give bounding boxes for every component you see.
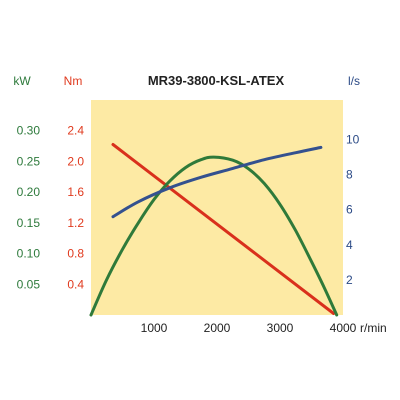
x-tick-label: 4000 <box>330 321 357 335</box>
x-tick-label: 2000 <box>204 321 231 335</box>
power-tick-label: 0.25 <box>17 154 41 168</box>
series-layer <box>89 143 339 317</box>
torque-tick-label: 0.4 <box>67 277 84 291</box>
flow-tick-label: 8 <box>346 168 353 182</box>
chart-title: MR39-3800-KSL-ATEX <box>148 73 285 88</box>
x-axis-unit: r/min <box>360 321 387 335</box>
power-tick-label: 0.10 <box>17 247 41 261</box>
flow-tick-label: 4 <box>346 238 353 252</box>
power-tick-label: 0.30 <box>17 124 41 138</box>
torque-tick-label: 2.0 <box>67 154 84 168</box>
x-tick-label: 1000 <box>141 321 168 335</box>
torque-curve <box>111 143 336 315</box>
power-axis-unit: kW <box>13 74 31 88</box>
torque-tick-label: 0.8 <box>67 247 84 261</box>
power-tick-label: 0.20 <box>17 185 41 199</box>
torque-axis-unit: Nm <box>64 74 83 88</box>
flow-tick-label: 6 <box>346 203 353 217</box>
flow-curve <box>111 145 323 219</box>
axis-labels: 1000 2000 3000 4000 r/min kW 0.05 0.10 0.15 0.20 0… <box>13 74 386 335</box>
torque-tick-label: 2.4 <box>67 124 84 138</box>
torque-tick-label: 1.2 <box>67 216 84 230</box>
plot-area <box>91 100 343 315</box>
flow-tick-label: 10 <box>346 132 360 146</box>
power-tick-label: 0.05 <box>17 277 41 291</box>
flow-axis-unit: l/s <box>348 74 360 88</box>
x-tick-label: 3000 <box>267 321 294 335</box>
power-curve <box>89 155 339 317</box>
flow-tick-label: 2 <box>346 273 353 287</box>
power-tick-label: 0.15 <box>17 216 41 230</box>
torque-tick-label: 1.6 <box>67 185 84 199</box>
